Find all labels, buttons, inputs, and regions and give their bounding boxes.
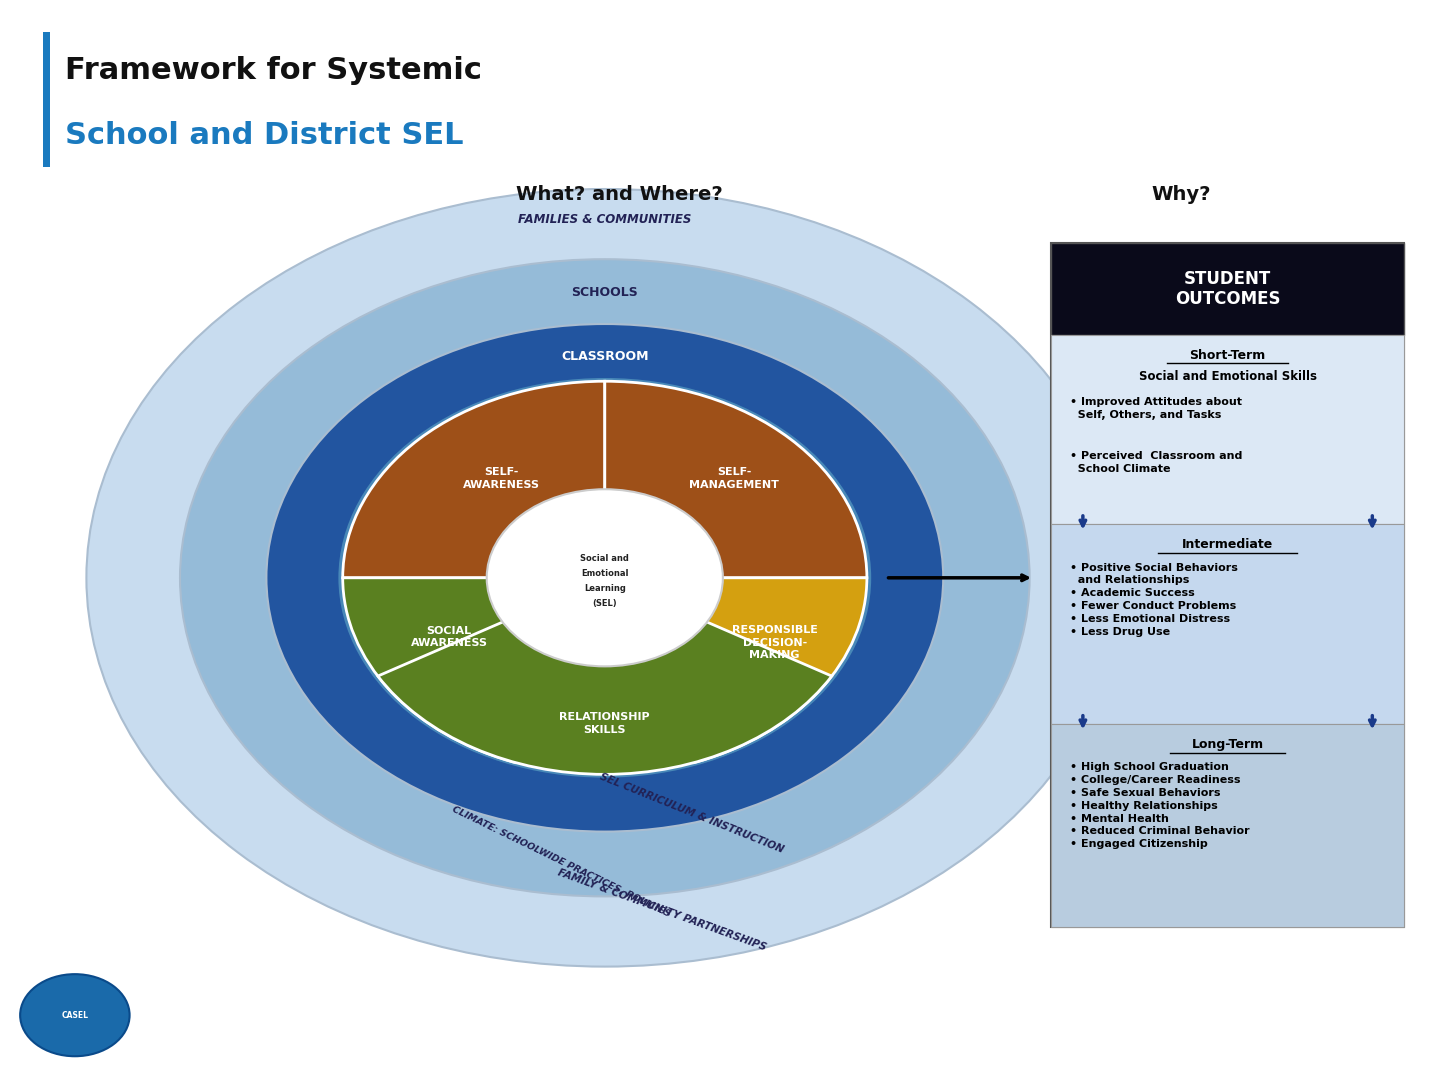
Text: FAMILY & COMMUNITY PARTNERSHIPS: FAMILY & COMMUNITY PARTNERSHIPS [557,868,768,953]
Text: RELATIONSHIP
SKILLS: RELATIONSHIP SKILLS [560,713,649,734]
Wedge shape [343,381,605,578]
Text: SCHOOLS: SCHOOLS [572,286,638,299]
Wedge shape [377,578,832,774]
Text: SELF-
AWARENESS: SELF- AWARENESS [462,468,540,489]
Text: (SEL): (SEL) [592,599,618,608]
Text: FAMILIES & COMMUNITIES: FAMILIES & COMMUNITIES [518,213,691,226]
Circle shape [487,489,723,666]
Bar [43,32,50,167]
Text: Social and Emotional Skills: Social and Emotional Skills [1139,370,1316,383]
Circle shape [180,259,1030,896]
Text: CASEL: CASEL [62,1011,88,1020]
Text: SELF-
MANAGEMENT: SELF- MANAGEMENT [690,468,779,489]
Wedge shape [605,381,867,578]
Circle shape [86,189,1123,967]
Text: School and District SEL: School and District SEL [65,121,464,149]
Bar [1051,243,1404,927]
Circle shape [338,378,871,778]
Bar [1051,335,1404,524]
Text: Intermediate: Intermediate [1182,538,1273,551]
Text: CLASSROOM: CLASSROOM [562,350,648,363]
Bar [1051,524,1404,724]
Bar [1051,243,1404,335]
Text: • Positive Social Behaviors
  and Relationships
• Academic Success
• Fewer Condu: • Positive Social Behaviors and Relation… [1070,563,1238,637]
Wedge shape [343,578,605,762]
Text: SEL CURRICULUM & INSTRUCTION: SEL CURRICULUM & INSTRUCTION [598,771,785,855]
Text: Long-Term: Long-Term [1191,738,1264,751]
Text: Learning: Learning [583,584,626,593]
Text: • Improved Attitudes about
  Self, Others, and Tasks: • Improved Attitudes about Self, Others,… [1070,397,1241,420]
Text: • Perceived  Classroom and
  School Climate: • Perceived Classroom and School Climate [1070,451,1243,474]
Text: Framework for Systemic: Framework for Systemic [65,56,481,84]
Text: What? and Where?: What? and Where? [516,185,723,204]
Wedge shape [605,578,867,762]
Bar [1051,724,1404,927]
Text: Social and: Social and [580,554,629,563]
Text: SOCIAL
AWARENESS: SOCIAL AWARENESS [410,626,488,648]
Text: CLIMATE: SCHOOLWIDE PRACTICES, POLICIES: CLIMATE: SCHOOLWIDE PRACTICES, POLICIES [451,805,672,919]
Text: STUDENT
OUTCOMES: STUDENT OUTCOMES [1175,270,1280,308]
Text: Short-Term: Short-Term [1189,349,1266,362]
Text: • High School Graduation
• College/Career Readiness
• Safe Sexual Behaviors
• He: • High School Graduation • College/Caree… [1070,762,1250,849]
Circle shape [266,324,943,832]
Text: RESPONSIBLE
DECISION-
MAKING: RESPONSIBLE DECISION- MAKING [732,625,818,660]
Circle shape [20,974,130,1056]
Text: Emotional: Emotional [582,569,628,578]
Text: Why?: Why? [1151,185,1211,204]
